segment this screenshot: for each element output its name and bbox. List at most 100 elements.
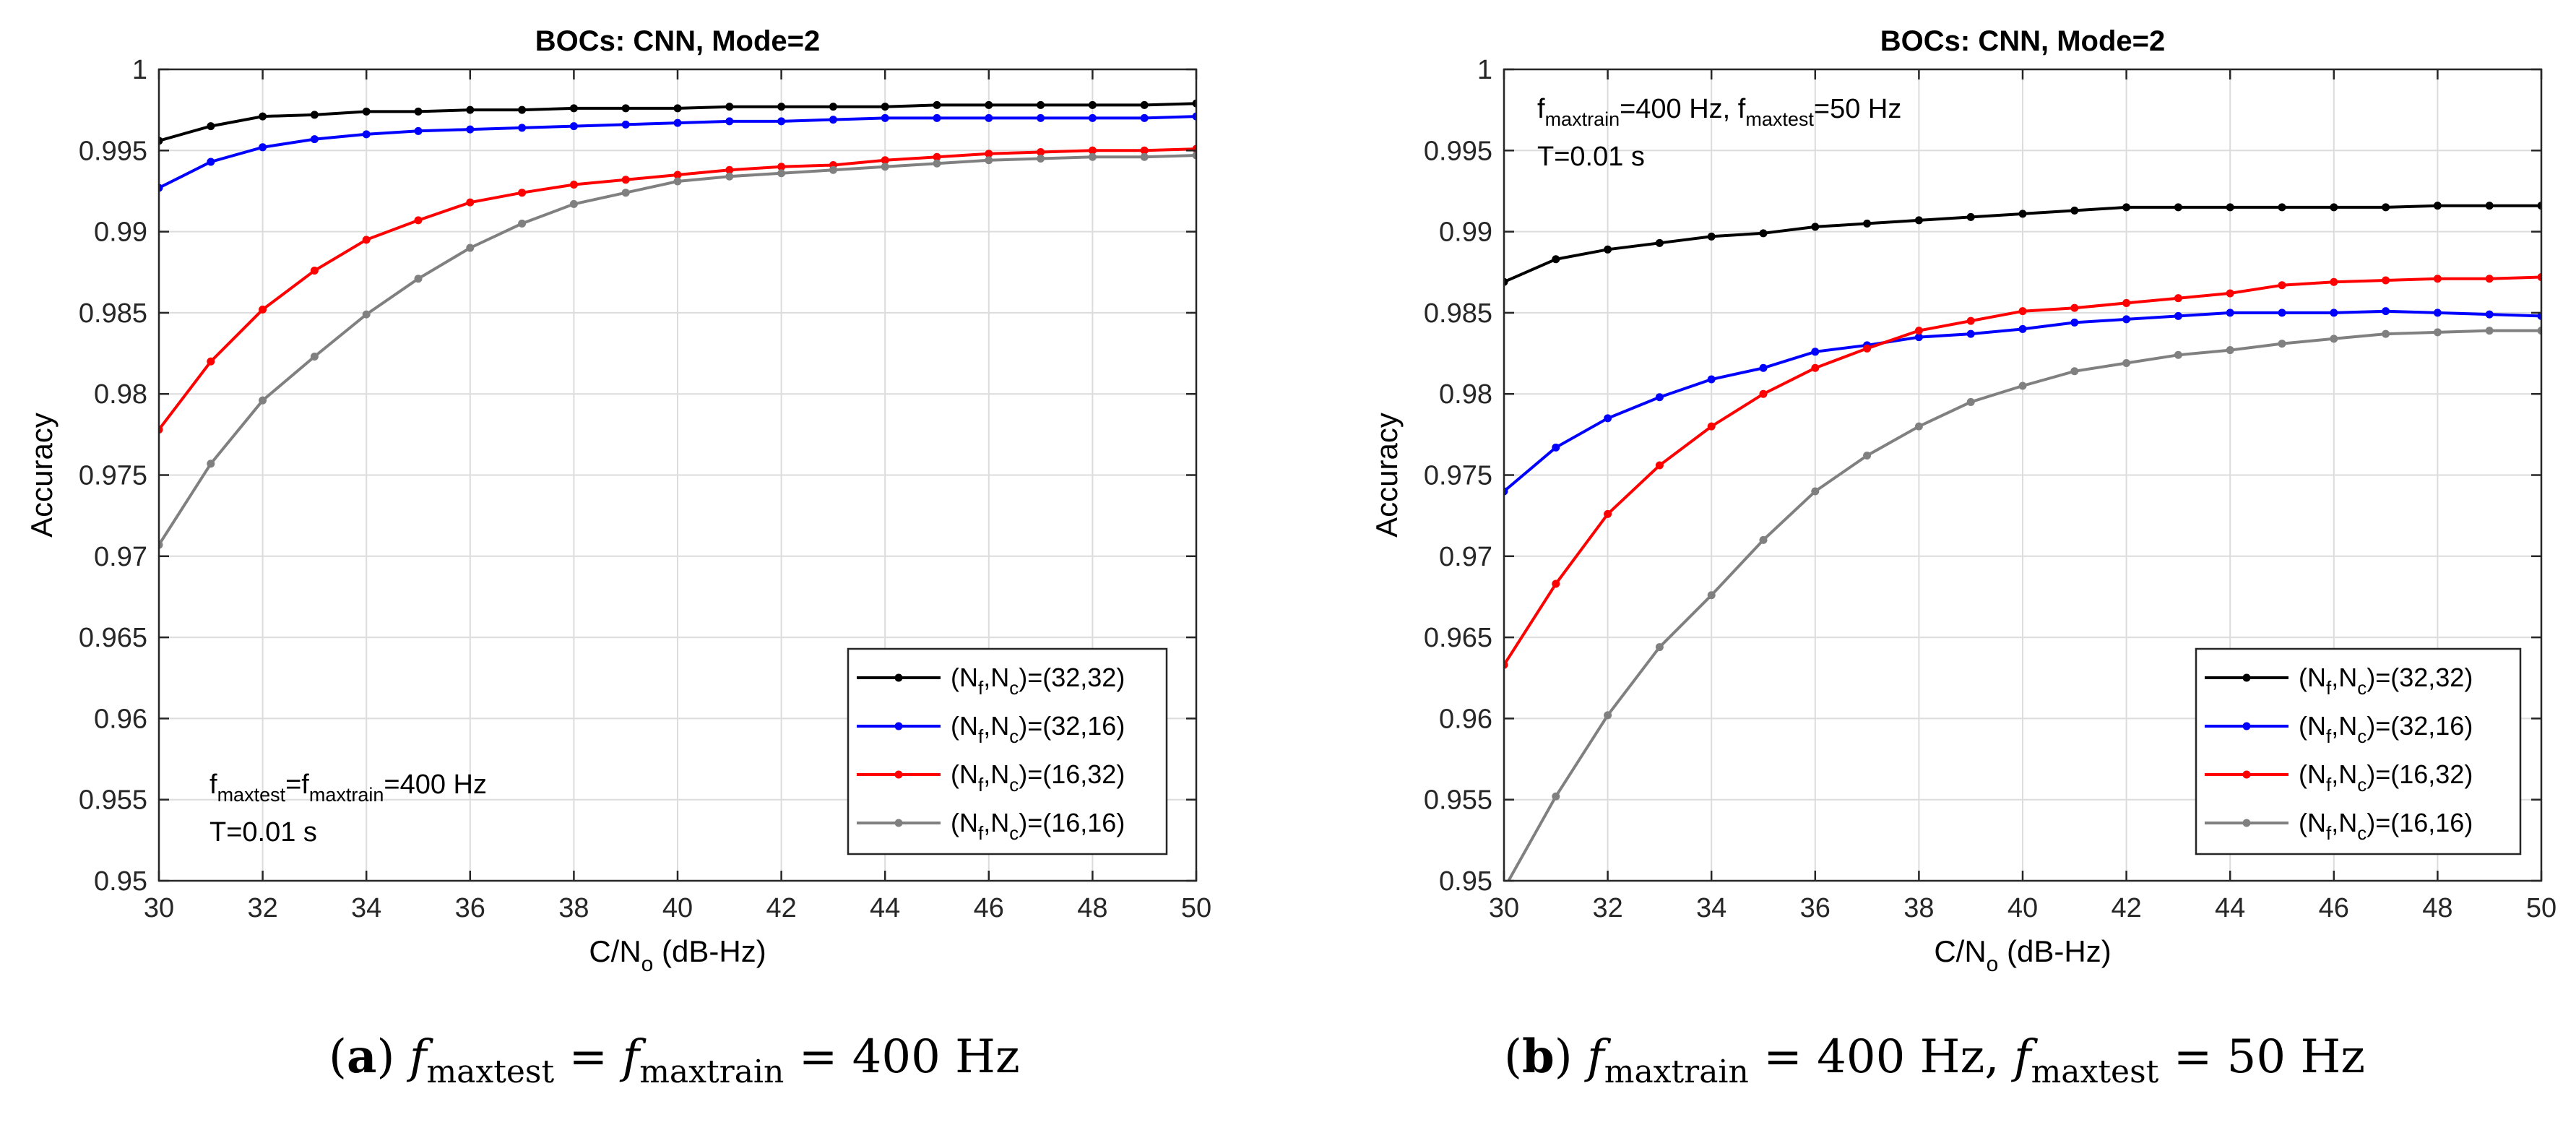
data-point [1966,316,1975,325]
data-point [2226,346,2234,355]
x-tick-label: 44 [2215,893,2245,923]
annotation-line: fmaxtest=fmaxtrain=400 Hz [209,770,487,806]
data-point [1552,579,1560,588]
data-point [1759,229,1768,238]
data-point [1966,397,1975,406]
data-point [414,216,423,225]
annotation: fmaxtrain=400 Hz, fmaxtest=50 Hz T=0.01 s [1537,94,1901,172]
data-point [2537,202,2541,210]
data-point [933,113,941,122]
data-point [777,169,786,178]
data-point [1604,509,1612,518]
data-point [2537,272,2541,281]
x-tick-label: 36 [1800,893,1831,923]
x-tick-label: 50 [1181,893,1211,923]
data-point [881,163,889,171]
data-point [1811,223,1820,231]
data-point [466,125,475,134]
y-tick-label: 0.99 [94,217,147,248]
x-tick-label: 30 [144,893,174,923]
data-point [881,156,889,165]
data-point [1863,219,1872,228]
data-point [2226,309,2234,317]
data-point [2382,203,2390,212]
data-point [569,180,578,189]
data-point [985,150,993,158]
y-tick-label: 0.97 [94,542,147,572]
data-point [2278,203,2286,212]
data-point [2018,210,2027,218]
series-1 [159,99,1196,145]
data-point [1966,329,1975,338]
series-1 [1504,202,2541,286]
legend-label: (Nf,Nc)=(16,32) [2299,759,2473,796]
ticks [1503,68,2543,882]
data-point [2122,315,2131,324]
data-point [1552,255,1560,264]
data-point [259,143,267,152]
y-tick-label: 0.98 [1439,379,1492,410]
data-point [259,396,267,405]
legend-swatch-marker [894,819,903,827]
x-tick-label: 34 [351,893,381,923]
data-point [1037,113,1045,122]
data-point [725,165,734,174]
legend: (Nf,Nc)=(32,32) (Nf,Nc)=(32,16) (Nf,Nc)=(1… [847,647,1168,855]
series-2 [159,112,1196,192]
data-point [1707,422,1716,431]
data-point [1504,487,1508,496]
data-point [933,159,941,168]
data-point [159,426,163,434]
data-point [829,103,837,111]
data-point [2018,307,2027,316]
annotation-line: T=0.01 s [209,817,317,848]
data-point [2122,298,2131,307]
data-point [1707,375,1716,384]
caption-tag: (a) [329,1030,395,1084]
data-point [310,267,319,275]
data-point [985,113,993,122]
series-2 [1504,307,2541,496]
data-point [1759,535,1768,544]
data-point [2278,309,2286,317]
y-tick-label: 0.96 [94,704,147,734]
caption-text: = 400 Hz [784,1030,1020,1084]
legend-box [847,647,1168,855]
data-point [2070,206,2079,215]
data-point [2226,203,2234,212]
x-tick-label: 44 [870,893,900,923]
y-tick-label: 0.995 [1424,136,1492,166]
y-tick-label: 0.985 [79,298,147,329]
data-point [673,171,682,179]
x-tick-label: 40 [662,893,693,923]
caption-symbol: f [2013,1030,2031,1084]
caption-symbol: f [622,1030,640,1084]
data-point [2330,309,2338,317]
data-point [518,105,527,114]
legend-swatch-marker [894,722,903,730]
series-3 [1504,272,2541,669]
ticks [157,68,1198,882]
y-tick-label: 1 [132,55,147,85]
data-point [1140,152,1149,161]
annotation-line: T=0.01 s [1537,142,1645,172]
chart-title: BOCs: CNN, Mode=2 [535,25,821,57]
x-axis-label: C/No (dB-Hz) [1934,934,2111,976]
data-point [466,105,475,114]
data-point [2537,327,2541,335]
x-tick-label: 34 [1696,893,1726,923]
data-point [2070,367,2079,376]
data-point [1914,327,1923,335]
y-tick-label: 0.985 [1424,298,1492,329]
legend-label: (Nf,Nc)=(32,32) [951,663,1125,699]
data-point [1192,99,1196,108]
caption-subscript: maxtrain [639,1053,785,1090]
data-point [1192,151,1196,160]
caption-subscript: maxtrain [1604,1053,1749,1090]
data-point [1504,660,1508,669]
data-point [673,177,682,186]
data-point [159,540,163,549]
data-point [1914,333,1923,342]
data-point [466,198,475,207]
data-point [1192,112,1196,121]
